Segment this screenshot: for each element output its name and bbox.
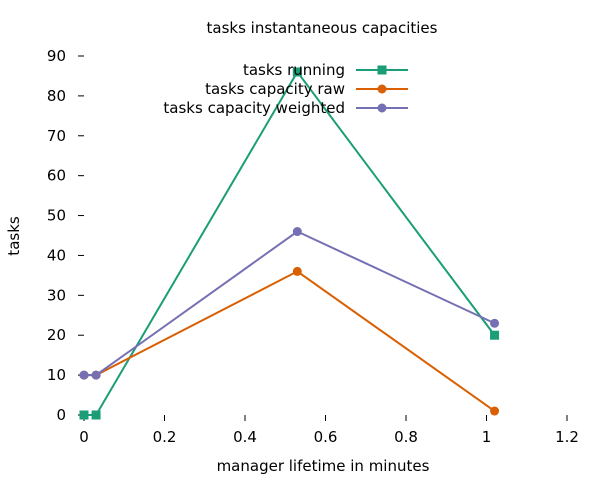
legend-marker (377, 84, 387, 94)
y-tick-label: 50 (47, 207, 66, 225)
x-tick-label: 0.6 (314, 428, 338, 446)
data-point (292, 266, 302, 276)
data-point (490, 318, 500, 328)
y-tick-label: 20 (47, 326, 66, 344)
x-tick-label: 1.2 (555, 428, 579, 446)
series-line (84, 270, 496, 412)
legend-item: tasks capacity weighted (163, 99, 408, 117)
legend-label: tasks capacity weighted (163, 99, 345, 117)
y-tick-label: 10 (47, 366, 66, 384)
legend-marker (377, 65, 387, 75)
x-tick-label: 0.8 (394, 428, 418, 446)
y-tick-label: 70 (47, 127, 66, 145)
axes: 0 10 20 30 40 50 60 70 80 90 0 0.2 0.4 0.6 0.8 1 1.2 (47, 47, 579, 446)
data-point (79, 370, 89, 380)
y-axis-label: tasks (5, 216, 23, 256)
y-tick-label: 0 (56, 406, 66, 424)
series-3 (79, 227, 500, 380)
y-tick-label: 60 (47, 167, 66, 185)
series-line (84, 230, 495, 377)
y-tick-label: 90 (47, 47, 66, 65)
data-point (490, 330, 500, 340)
y-tick-label: 40 (47, 246, 66, 264)
chart-title: tasks instantaneous capacities (207, 19, 438, 37)
x-tick-label: 0.4 (233, 428, 257, 446)
legend-item: tasks running (243, 61, 408, 79)
legend-label: tasks capacity raw (205, 80, 345, 98)
y-tick-label: 30 (47, 286, 66, 304)
series-layer (79, 67, 500, 420)
data-point (490, 406, 500, 416)
data-point (292, 227, 302, 237)
series-line (84, 70, 496, 416)
series-1 (79, 67, 500, 420)
x-axis-label: manager lifetime in minutes (217, 457, 430, 475)
x-tick-label: 0.2 (153, 428, 177, 446)
y-tick-label: 80 (47, 87, 66, 105)
x-tick-label: 1 (482, 428, 492, 446)
legend-label: tasks running (243, 61, 345, 79)
data-point (292, 67, 302, 77)
data-point (91, 370, 101, 380)
legend-item: tasks capacity raw (205, 80, 408, 98)
legend-marker (377, 103, 387, 113)
data-point (91, 410, 101, 420)
x-tick-label: 0 (79, 428, 89, 446)
data-point (79, 410, 89, 420)
